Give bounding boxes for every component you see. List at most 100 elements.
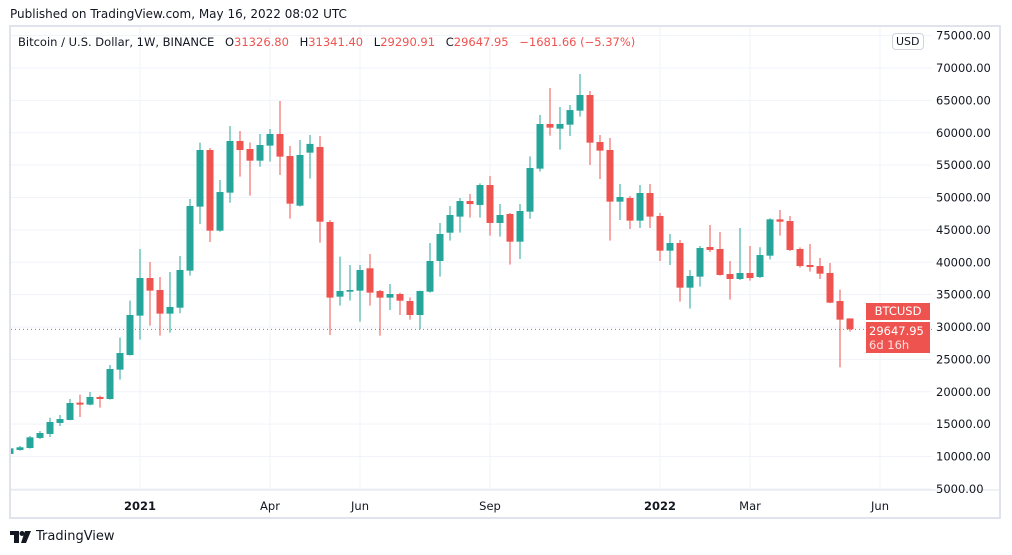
candle-up <box>136 249 144 340</box>
candle-up <box>616 183 624 220</box>
candle-up <box>166 271 174 333</box>
time-tick-label: 2022 <box>644 499 676 513</box>
candle-body <box>566 110 574 125</box>
candle-down <box>286 145 294 219</box>
candle-down <box>396 292 404 315</box>
candle-down <box>586 90 594 166</box>
price-tick-label: 60000.00 <box>936 126 991 140</box>
candles <box>11 74 854 454</box>
candle-up <box>126 300 134 356</box>
candle-down <box>406 297 414 320</box>
candle-body <box>636 192 644 221</box>
candle-body <box>386 294 394 298</box>
candle-up <box>456 197 464 233</box>
candle-body <box>666 242 674 251</box>
candle-body <box>556 124 564 129</box>
candle-up <box>516 204 524 259</box>
candle-body <box>336 290 344 297</box>
candle-down <box>326 219 334 336</box>
candle-up <box>526 156 534 219</box>
footer-brand[interactable]: TradingView <box>10 529 115 544</box>
candle-body <box>56 418 64 423</box>
candle-body <box>426 260 434 292</box>
candle-up <box>116 337 124 380</box>
candle-down <box>276 101 284 175</box>
candle-down <box>236 131 244 177</box>
candle-up <box>756 247 764 279</box>
candle-down <box>826 262 834 304</box>
candle-body <box>726 274 734 279</box>
candle-down <box>206 147 214 243</box>
time-tick-label: Sep <box>479 499 501 513</box>
candle-body <box>236 140 244 150</box>
price-tick-label: 40000.00 <box>936 255 991 269</box>
candle-down <box>706 224 714 252</box>
candle-down <box>716 231 724 276</box>
candle-up <box>436 222 444 277</box>
candle-body <box>46 421 54 434</box>
candle-body <box>506 213 514 242</box>
candle-up <box>266 129 274 162</box>
candle-down <box>546 88 554 136</box>
candle-body <box>836 301 844 320</box>
candle-up <box>356 264 364 322</box>
candle-body <box>306 143 314 153</box>
candle-body <box>36 432 44 438</box>
candle-up <box>476 183 484 218</box>
candle-body <box>286 156 294 204</box>
candle-body <box>576 95 584 111</box>
candle-up <box>26 435 34 449</box>
candle-body <box>96 396 104 399</box>
candle-body <box>546 124 554 128</box>
open-value: 31326.80 <box>234 35 289 49</box>
candle-down <box>506 212 514 265</box>
candle-body <box>276 133 284 157</box>
candle-body <box>586 95 594 143</box>
candle-up <box>56 414 64 426</box>
low-value: 29290.91 <box>380 35 436 49</box>
candle-body <box>786 221 794 250</box>
candle-body <box>646 192 654 217</box>
candle-body <box>26 437 34 449</box>
candle-body <box>806 264 814 268</box>
candle-up <box>176 255 184 314</box>
candle-down <box>676 240 684 302</box>
candle-body <box>496 215 504 223</box>
candle-body <box>536 124 544 169</box>
price-axis[interactable]: 75000.00 70000.00 65000.00 60000.00 55000.00… <box>936 29 991 496</box>
price-tick-label: 45000.00 <box>936 223 991 237</box>
candle-up <box>696 246 704 287</box>
candle-down <box>146 261 154 326</box>
candle-up <box>106 364 114 400</box>
currency-badge[interactable]: USD <box>892 33 924 50</box>
candle-body <box>76 402 84 405</box>
time-axis[interactable]: 2021 Apr Jun Sep 2022 Mar Jun <box>124 499 889 513</box>
candle-down <box>376 289 384 336</box>
candle-body <box>796 249 804 267</box>
candle-up <box>296 140 304 207</box>
symbol-price-tag: BTCUSD <box>866 303 930 320</box>
candle-body <box>656 215 664 251</box>
candle-up <box>86 391 94 406</box>
candle-up <box>686 269 694 309</box>
candle-body <box>11 448 14 454</box>
candle-down <box>76 394 84 417</box>
open-label: O <box>224 35 235 49</box>
candle-down <box>816 258 824 279</box>
candle-body <box>776 219 784 222</box>
candle-up <box>226 126 234 203</box>
candle-body <box>526 167 534 212</box>
candle-body <box>416 290 424 315</box>
candle-body <box>66 403 74 420</box>
candle-down <box>726 260 734 300</box>
candle-down <box>796 247 804 268</box>
candle-body <box>136 278 144 316</box>
price-tick-label: 70000.00 <box>936 61 991 75</box>
candle-up <box>16 446 24 451</box>
candle-up <box>346 264 354 301</box>
candle-up <box>46 417 54 437</box>
candle-body <box>436 233 444 261</box>
candle-body <box>266 133 274 146</box>
candle-up <box>416 290 424 330</box>
